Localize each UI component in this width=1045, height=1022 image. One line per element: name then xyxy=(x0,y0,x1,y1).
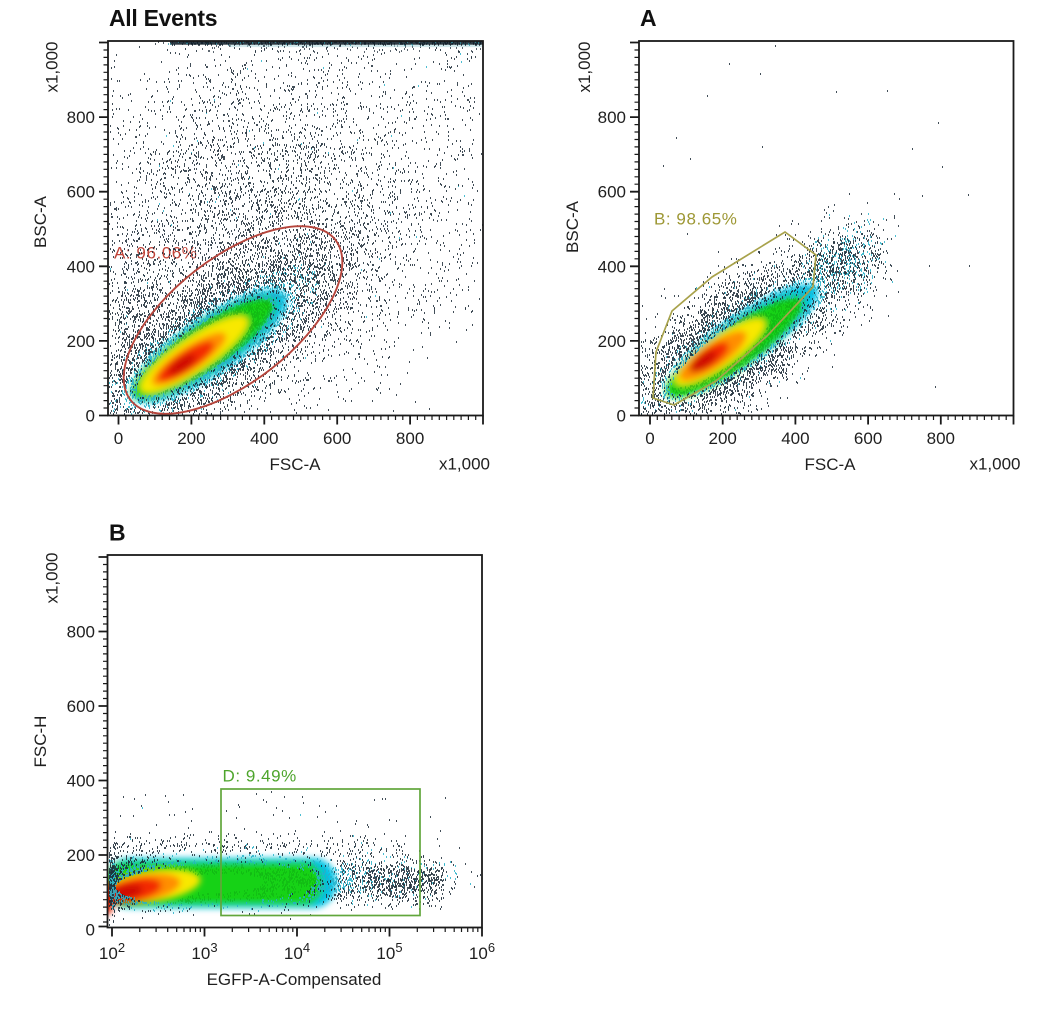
svg-text:600: 600 xyxy=(854,429,882,448)
svg-text:0: 0 xyxy=(617,407,626,426)
svg-text:400: 400 xyxy=(598,257,626,276)
svg-text:x1,000: x1,000 xyxy=(575,41,594,92)
svg-text:200: 200 xyxy=(177,429,205,448)
svg-text:D: 9.49%: D: 9.49% xyxy=(223,767,297,786)
svg-text:800: 800 xyxy=(67,623,95,642)
svg-text:400: 400 xyxy=(250,429,278,448)
svg-text:A: A xyxy=(640,5,657,31)
svg-text:800: 800 xyxy=(598,108,626,127)
svg-text:0: 0 xyxy=(86,921,95,940)
svg-text:All Events: All Events xyxy=(109,5,217,31)
svg-text:400: 400 xyxy=(781,429,809,448)
svg-text:200: 200 xyxy=(67,846,95,865)
svg-text:200: 200 xyxy=(67,332,95,351)
svg-text:BSC-A: BSC-A xyxy=(31,195,50,248)
svg-text:400: 400 xyxy=(67,257,95,276)
svg-text:0: 0 xyxy=(86,407,95,426)
svg-text:200: 200 xyxy=(598,332,626,351)
svg-text:BSC-A: BSC-A xyxy=(563,200,582,253)
svg-text:EGFP-A-Compensated: EGFP-A-Compensated xyxy=(207,970,382,989)
svg-text:800: 800 xyxy=(927,429,955,448)
svg-text:600: 600 xyxy=(67,697,95,716)
svg-text:FSC-A: FSC-A xyxy=(270,455,322,474)
svg-text:B: 98.65%: B: 98.65% xyxy=(654,210,737,229)
svg-text:400: 400 xyxy=(67,772,95,791)
svg-text:600: 600 xyxy=(67,183,95,202)
svg-text:x1,000: x1,000 xyxy=(43,552,62,603)
svg-text:600: 600 xyxy=(598,183,626,202)
svg-text:x1,000: x1,000 xyxy=(969,455,1020,474)
svg-text:800: 800 xyxy=(396,429,424,448)
svg-text:800: 800 xyxy=(67,108,95,127)
svg-text:FSC-H: FSC-H xyxy=(31,716,50,768)
svg-text:0: 0 xyxy=(114,429,123,448)
svg-text:FSC-A: FSC-A xyxy=(805,455,857,474)
svg-text:x1,000: x1,000 xyxy=(43,41,62,92)
svg-text:A: 96.06%: A: 96.06% xyxy=(114,244,197,263)
svg-text:x1,000: x1,000 xyxy=(439,455,490,474)
svg-text:0: 0 xyxy=(645,429,654,448)
svg-text:B: B xyxy=(109,520,126,546)
svg-text:200: 200 xyxy=(709,429,737,448)
svg-text:600: 600 xyxy=(323,429,351,448)
